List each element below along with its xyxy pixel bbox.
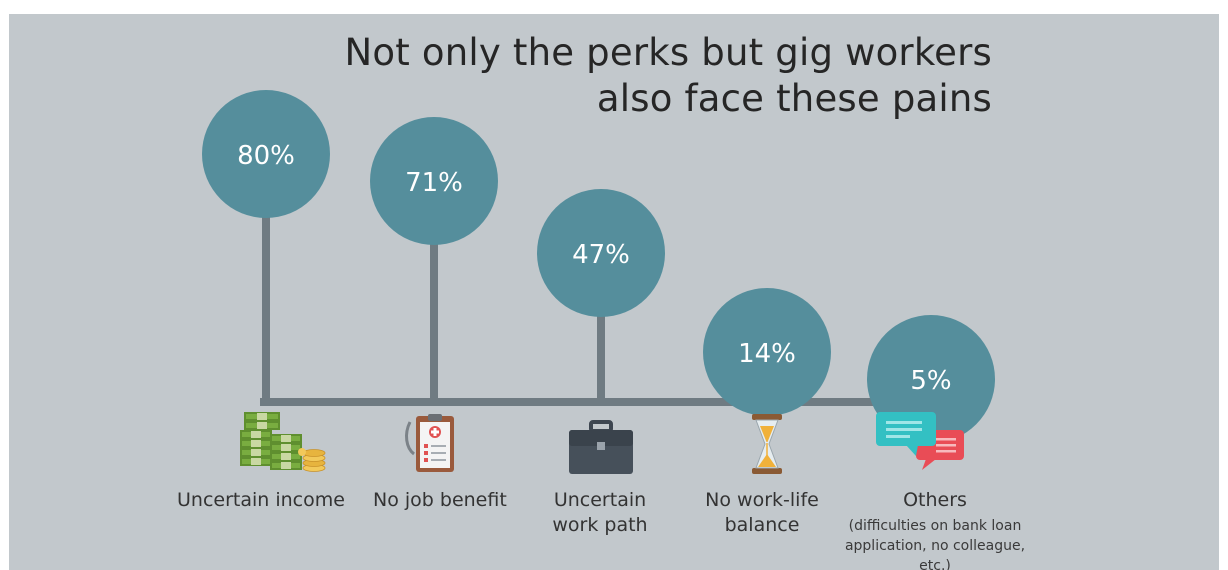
value-bubble-2	[537, 189, 665, 317]
value-label-0: 80%	[237, 141, 295, 171]
medical-clipboard-icon	[405, 414, 454, 472]
chat-bubbles-icon	[876, 412, 964, 470]
category-label-no-job-benefit: No job benefit	[373, 489, 507, 511]
value-bubble-1	[370, 117, 498, 245]
value-bubble-3	[703, 288, 831, 416]
money-stack-icon	[240, 412, 326, 472]
category-label-uncertain-work-path: Uncertain work path	[552, 489, 648, 536]
value-label-4: 5%	[910, 366, 951, 396]
value-bubble-4	[867, 315, 995, 443]
category-label-others: Others (difficulties on bank loan applic…	[815, 488, 1055, 570]
category-label-no-work-life-balance: No work-life balance	[705, 489, 819, 536]
value-label-3: 14%	[738, 339, 796, 369]
briefcase-icon	[569, 420, 633, 474]
hourglass-icon	[752, 414, 782, 474]
chart-area: 80% 71% 47% 14% 5%	[202, 90, 995, 474]
category-label-others-note: (difficulties on bank loan application, …	[844, 518, 1026, 570]
chart-title-line-2: also face these pains	[596, 77, 992, 120]
category-label-uncertain-income: Uncertain income	[177, 489, 345, 511]
category-label-others-main: Others	[903, 489, 967, 511]
value-bubble-0	[202, 90, 330, 218]
chart-title-line-1: Not only the perks but gig workers	[344, 31, 992, 74]
bubble-group: 80% 71% 47% 14% 5%	[202, 90, 995, 443]
infographic-panel: 80% 71% 47% 14% 5% Not only the perks but gi…	[9, 14, 1219, 570]
value-label-2: 47%	[572, 240, 630, 270]
value-label-1: 71%	[405, 168, 463, 198]
